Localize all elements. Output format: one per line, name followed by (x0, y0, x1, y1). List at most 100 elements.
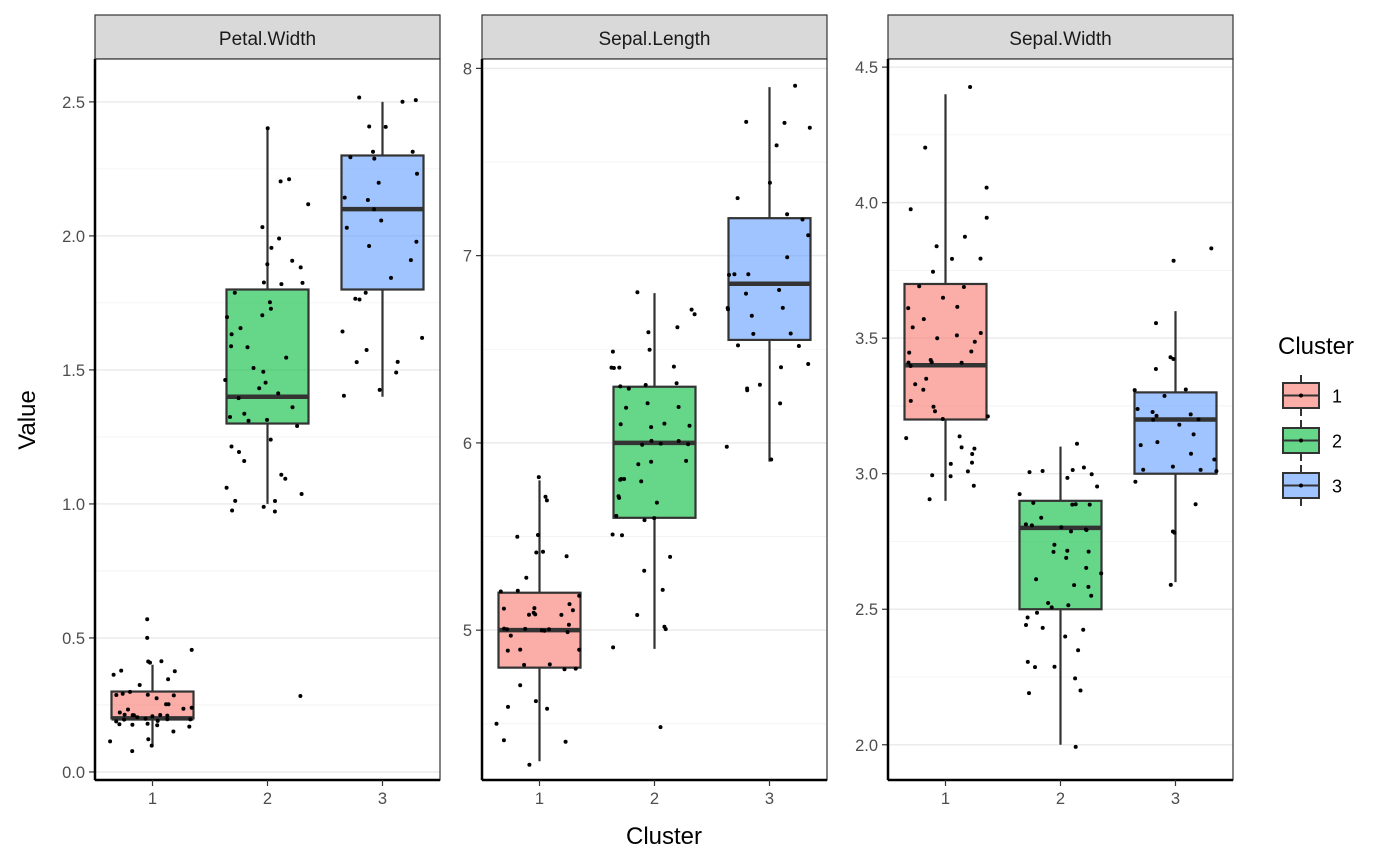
data-point (1089, 472, 1094, 477)
points-cluster-1 (108, 617, 194, 754)
points-cluster-2 (1017, 441, 1104, 749)
data-point (268, 306, 273, 311)
data-point (906, 306, 911, 311)
data-point (232, 290, 237, 295)
data-point (365, 198, 370, 202)
data-point (793, 83, 798, 88)
y-axis-title: Value (14, 390, 41, 450)
data-point (735, 196, 740, 201)
data-point (1065, 475, 1070, 480)
data-point (344, 225, 349, 230)
data-point (273, 499, 277, 503)
box-cluster-3 (340, 101, 425, 397)
data-point (130, 749, 135, 754)
data-point (1076, 648, 1081, 653)
data-point (155, 718, 160, 723)
data-point (242, 459, 247, 463)
data-point (727, 272, 731, 277)
data-point (649, 459, 654, 464)
data-point (913, 382, 918, 387)
data-point (1168, 355, 1173, 360)
data-point (342, 195, 347, 200)
data-point (1135, 407, 1140, 411)
x-tick-label: 2 (263, 790, 272, 808)
data-point (1212, 457, 1217, 462)
data-point (917, 284, 922, 289)
box-iqr (1133, 391, 1218, 475)
data-point (626, 386, 631, 391)
data-point (624, 405, 629, 410)
y-tick-label: 1.5 (62, 362, 85, 380)
data-point (984, 185, 989, 190)
data-point (545, 706, 550, 711)
data-point (1177, 422, 1182, 427)
data-point (970, 460, 974, 465)
data-point (1183, 387, 1188, 392)
data-point (908, 364, 913, 368)
data-point (910, 325, 915, 330)
data-point (1170, 529, 1175, 534)
data-point (372, 156, 377, 161)
data-point (395, 359, 400, 364)
data-point (618, 477, 623, 482)
data-point (228, 415, 232, 419)
data-point (620, 533, 624, 538)
data-point (941, 295, 945, 300)
facet-panel-sepal-width: Sepal.Width 2.0 2.5 3.0 3.5 4.0 4.5 1 2 3 (855, 14, 1234, 808)
data-point (622, 477, 627, 481)
data-point (340, 329, 345, 334)
data-point (788, 331, 793, 336)
data-point (1033, 665, 1037, 670)
data-point (649, 425, 654, 430)
data-point (660, 587, 665, 592)
data-point (676, 405, 681, 409)
data-point (246, 418, 251, 423)
data-point (1196, 417, 1201, 422)
data-point (299, 492, 304, 496)
data-point (1040, 469, 1045, 473)
data-point (155, 723, 160, 728)
data-point (494, 721, 499, 726)
data-point (371, 149, 375, 154)
data-point (376, 180, 381, 185)
y-tick-label: 0.0 (62, 764, 85, 782)
legend-label: 3 (1332, 477, 1342, 497)
facet-strip (94, 14, 441, 60)
data-point (1035, 610, 1039, 615)
data-point (260, 225, 265, 230)
y-tick-label: 7 (463, 248, 472, 266)
points-cluster-3 (340, 95, 425, 398)
data-point (959, 445, 964, 450)
data-point (1064, 555, 1069, 560)
data-point (130, 722, 135, 727)
data-point (137, 683, 142, 687)
data-point (145, 721, 150, 726)
data-point (774, 143, 779, 148)
data-point (522, 662, 527, 667)
data-point (749, 313, 754, 318)
points-cluster-2 (609, 290, 697, 730)
data-point (1023, 522, 1028, 527)
data-point (985, 414, 990, 419)
data-point (971, 483, 976, 488)
data-point (1072, 583, 1077, 588)
data-point (559, 612, 564, 617)
data-point (1017, 492, 1022, 497)
data-point (284, 355, 289, 360)
data-point (1066, 603, 1071, 608)
data-point (732, 272, 737, 277)
data-point (654, 500, 659, 505)
legend-key-point (1299, 483, 1303, 488)
data-point (261, 369, 266, 374)
data-point (515, 534, 520, 539)
x-tick-label: 3 (765, 790, 774, 808)
data-point (950, 256, 954, 261)
data-point (230, 508, 235, 513)
data-point (267, 300, 272, 305)
data-point (564, 554, 569, 559)
data-point (531, 610, 536, 615)
data-point (508, 633, 513, 638)
data-point (261, 280, 266, 285)
